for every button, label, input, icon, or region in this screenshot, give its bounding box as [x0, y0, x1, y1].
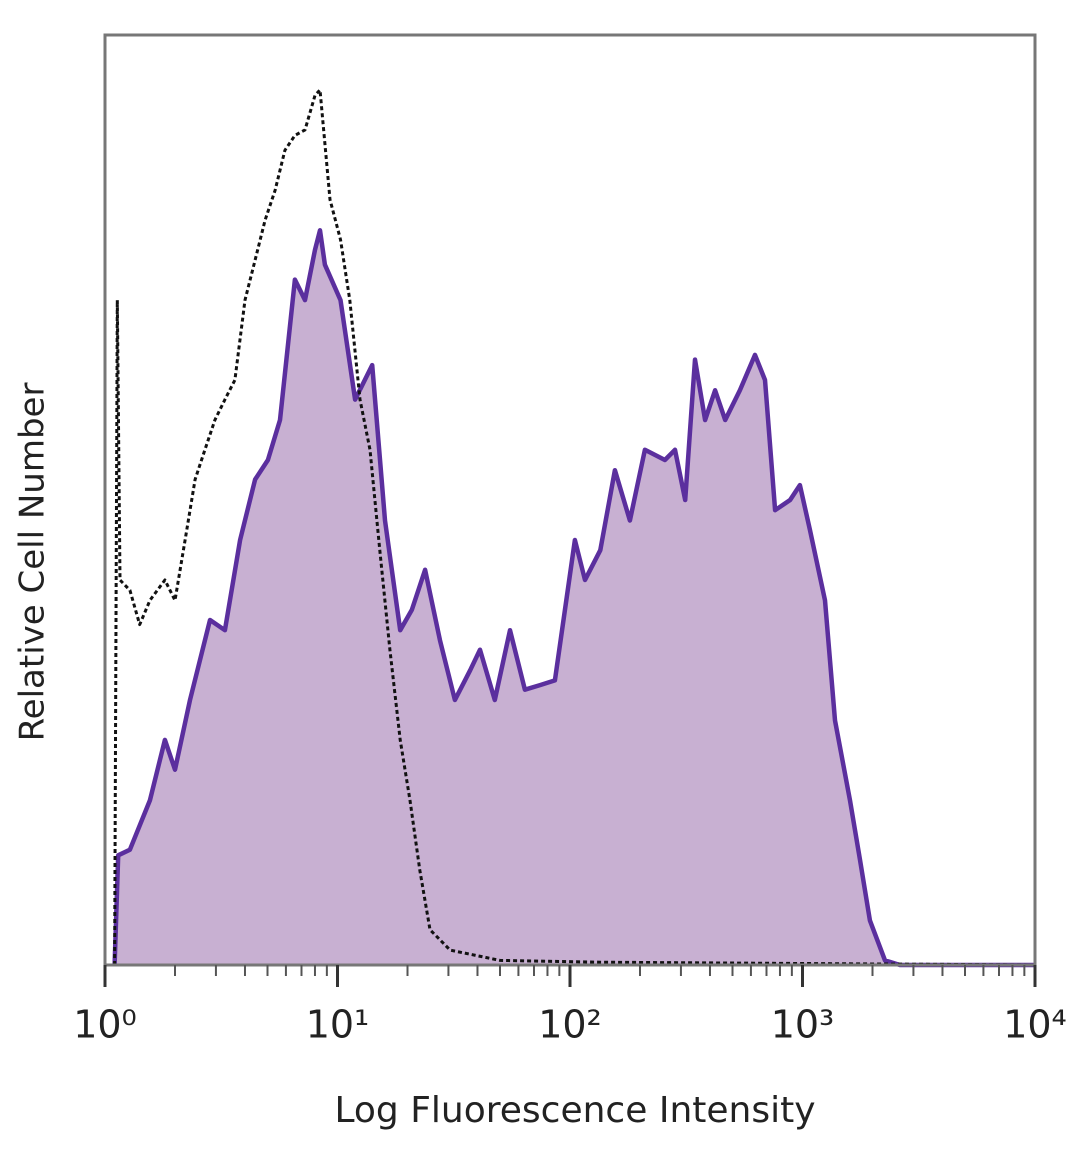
plot-area	[112, 88, 1036, 968]
histogram-line	[112, 228, 1035, 968]
x-tick-label: 10¹	[306, 1003, 370, 1047]
histogram-area	[114, 230, 1036, 966]
y-axis-label: Relative Cell Number	[13, 383, 53, 742]
histogram-line	[113, 88, 1036, 967]
x-tick-label: 10⁴	[1003, 1003, 1067, 1047]
x-axis-label: Log Fluorescence Intensity	[334, 1090, 815, 1131]
x-tick-label: 10⁰	[73, 1003, 137, 1047]
x-tick-label: 10³	[771, 1003, 835, 1047]
x-tick-label: 10²	[538, 1003, 602, 1047]
